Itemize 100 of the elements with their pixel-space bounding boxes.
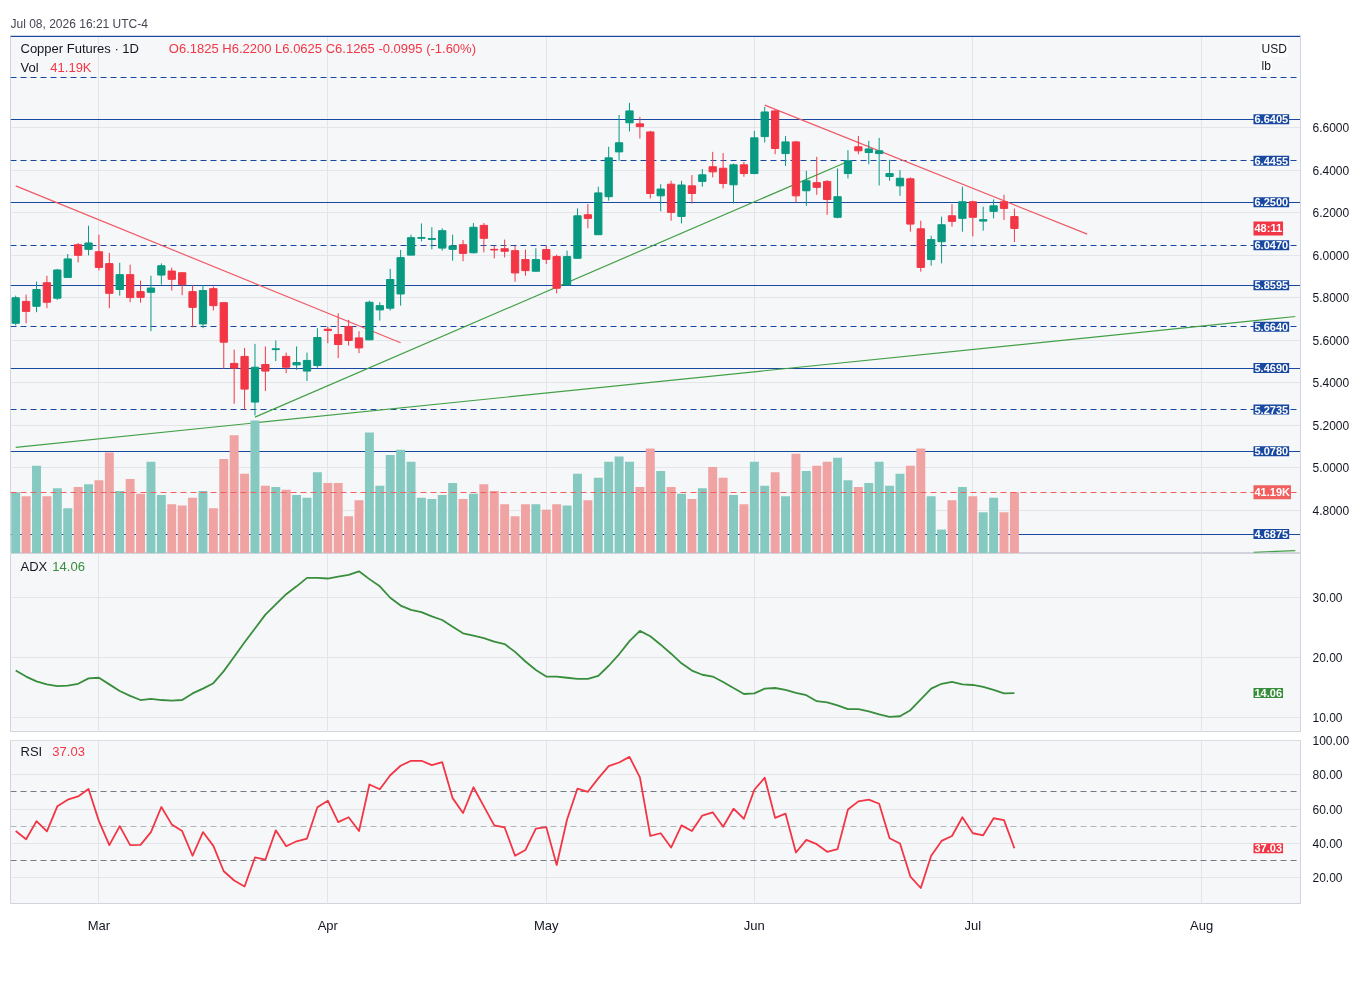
- bar: [822, 461, 832, 553]
- ref-line-label: 6.2500: [1254, 196, 1289, 209]
- ref-line-label: 5.0780: [1254, 445, 1289, 458]
- chart-subtitle: 14.06: [52, 559, 85, 574]
- bar: [11, 492, 21, 553]
- bar: [73, 487, 83, 553]
- bar: [42, 496, 52, 553]
- bar: [968, 496, 978, 553]
- y-tick-label: 30.00: [1312, 590, 1343, 605]
- candlestick: [812, 156, 821, 196]
- candlestick: [344, 319, 353, 347]
- bar: [781, 496, 791, 553]
- bar: [156, 494, 166, 553]
- bar: [531, 504, 541, 553]
- candlestick: [781, 135, 790, 167]
- candlestick: [230, 349, 239, 405]
- candlestick: [292, 345, 301, 371]
- candlestick: [802, 170, 811, 207]
- candlestick: [854, 135, 863, 155]
- candlestick: [178, 272, 187, 296]
- bar: [791, 453, 801, 553]
- bar: [666, 487, 676, 553]
- bar: [864, 483, 874, 553]
- bar: [645, 448, 655, 553]
- bar: [853, 487, 863, 553]
- bar: [687, 498, 697, 553]
- chart-title: ADX: [20, 559, 48, 574]
- y-tick-label: 4.8000: [1312, 503, 1350, 518]
- candlestick: [864, 140, 873, 165]
- candlestick: [614, 114, 624, 162]
- bar: [812, 465, 822, 553]
- text: Jul 08, 2026 16:21 UTC-4: [10, 16, 149, 31]
- candlestick: [334, 312, 343, 359]
- annotation: 14.06: [1254, 687, 1283, 700]
- candlestick: [937, 216, 946, 264]
- candlestick: [94, 234, 104, 271]
- ref-line-label: 5.4690: [1254, 362, 1289, 375]
- bar: [729, 494, 738, 553]
- candlestick: [271, 339, 280, 362]
- y-tick-label: 5.4000: [1312, 376, 1350, 391]
- bar: [312, 472, 322, 553]
- candlestick: [1010, 208, 1019, 243]
- candlestick: [458, 239, 468, 262]
- candlestick: [84, 225, 93, 256]
- candlestick: [73, 242, 83, 263]
- y-tick-label: 5.8000: [1312, 291, 1350, 306]
- candlestick: [729, 163, 738, 204]
- candlestick: [406, 234, 416, 256]
- candlestick: [531, 247, 540, 272]
- candlestick: [958, 186, 967, 233]
- y-tick-label: 100.00: [1312, 734, 1350, 749]
- candlestick: [167, 267, 176, 292]
- candlestick: [895, 169, 905, 197]
- bar: [479, 484, 489, 553]
- candlestick: [947, 203, 957, 228]
- bar: [801, 471, 811, 553]
- bar: [281, 489, 291, 553]
- y-tick-label: 6.6000: [1312, 121, 1350, 136]
- bar: [947, 500, 957, 553]
- x-tick-label: Apr: [317, 917, 339, 933]
- candlestick: [354, 330, 364, 354]
- candlestick: [21, 294, 31, 324]
- y-tick-label: 5.6000: [1312, 333, 1350, 348]
- candlestick: [927, 235, 936, 267]
- bar: [656, 471, 666, 553]
- bar: [770, 472, 780, 553]
- y-tick-label: 5.0000: [1312, 461, 1350, 476]
- y-tick-label: 6.2000: [1312, 206, 1350, 221]
- candlestick: [261, 345, 270, 392]
- candlestick: [656, 183, 665, 212]
- candlestick: [625, 102, 634, 132]
- candlestick: [282, 352, 291, 374]
- x-tick-label: Jul: [964, 917, 982, 933]
- ref-line-label: 5.2735: [1254, 403, 1289, 416]
- candlestick: [989, 198, 998, 219]
- bar: [104, 452, 114, 553]
- y-tick-label: 6.0000: [1312, 248, 1350, 263]
- candlestick: [302, 352, 312, 382]
- y-tick-label: 20.00: [1312, 650, 1343, 665]
- bar: [167, 504, 177, 553]
- candlestick: [126, 264, 135, 303]
- x-tick-label: Aug: [1190, 917, 1214, 933]
- ref-line-label: 6.4455: [1254, 154, 1289, 167]
- y-tick-label: 10.00: [1312, 710, 1343, 725]
- y-tick-label: 80.00: [1312, 768, 1343, 783]
- bar: [1009, 492, 1019, 553]
- ref-line-label: 5.6640: [1254, 320, 1289, 333]
- ref-line-label: 5.8595: [1254, 279, 1289, 292]
- candlestick: [375, 301, 384, 322]
- ref-line-label: 4.6875: [1254, 528, 1289, 541]
- candlestick: [885, 159, 894, 182]
- line-series: [14, 755, 1016, 889]
- candlestick: [875, 137, 884, 186]
- bar: [583, 500, 593, 553]
- bar: [323, 483, 333, 553]
- candlestick: [521, 249, 530, 277]
- annotation: 41.19K: [50, 60, 92, 75]
- ref-line-label: 6.6405: [1254, 113, 1289, 126]
- candlestick: [479, 222, 488, 253]
- bar: [697, 488, 707, 553]
